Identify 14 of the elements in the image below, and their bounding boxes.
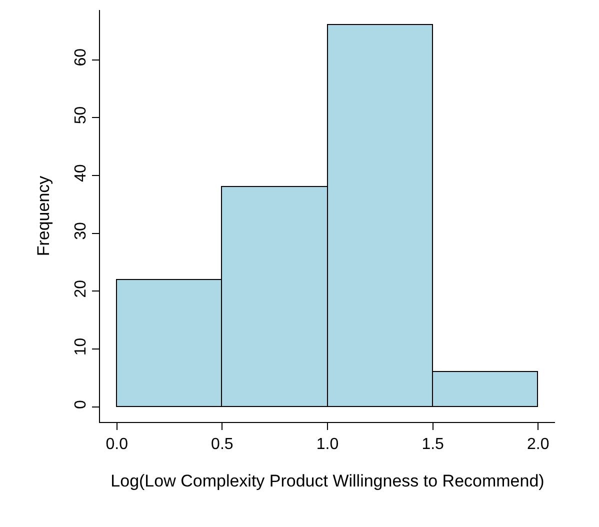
x-tick-label: 0.5 [211,436,234,454]
x-axis-title: Log(Low Complexity Product Willingness to Recommend) [110,472,544,491]
y-tick-label: 50 [72,106,90,124]
y-tick-label: 10 [72,338,90,356]
x-tick-label: 1.5 [422,436,444,454]
y-tick-label: 30 [72,222,90,240]
y-axis-title: Frequency [34,175,54,256]
x-tick-label: 1.0 [316,436,339,454]
y-tick-label: 20 [72,280,90,298]
x-tick-label: 2.0 [527,436,550,454]
x-tick-label: 0.0 [106,436,128,454]
y-tick-label: 60 [72,48,90,66]
y-tick-label: 0 [72,400,90,410]
y-tick-label: 40 [72,164,90,182]
